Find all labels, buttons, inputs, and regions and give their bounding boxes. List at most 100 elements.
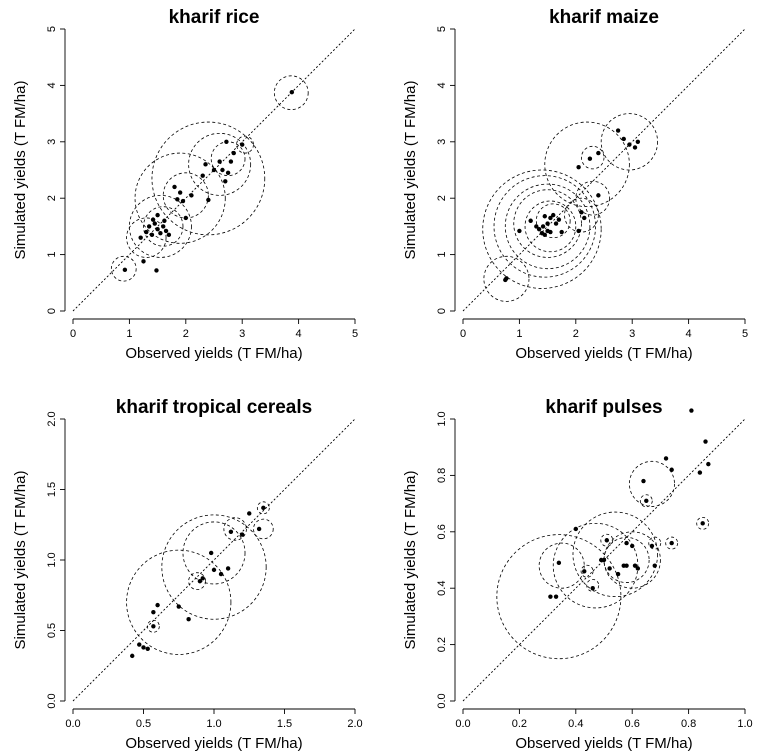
- y-axis-label: Simulated yields (T FM/ha): [12, 471, 29, 650]
- y-tick-label: 1: [436, 252, 448, 258]
- uncertainty-circle: [493, 175, 596, 278]
- x-axis-label: Observed yields (T FM/ha): [515, 735, 692, 752]
- data-point: [542, 214, 547, 219]
- data-point: [155, 227, 160, 232]
- y-tick-label: 2: [46, 195, 58, 201]
- uncertainty-circle: [544, 121, 630, 208]
- uncertainty-circle: [134, 152, 226, 244]
- y-tick-label: 0.8: [436, 468, 448, 483]
- data-point: [630, 543, 635, 549]
- x-tick-label: 0.0: [455, 718, 470, 730]
- y-tick-label: 1.5: [46, 482, 58, 497]
- data-point: [536, 227, 542, 232]
- y-tick-label: 0.0: [436, 693, 448, 708]
- data-point: [151, 624, 156, 629]
- data-point: [573, 526, 578, 532]
- panel-1: kharif rice 0 1 2 3 4 5 0 1 2 3 4 5 Observed yields (…: [12, 7, 358, 362]
- data-point: [130, 653, 135, 659]
- data-point: [669, 467, 674, 472]
- data-point: [604, 538, 610, 543]
- data-point: [225, 170, 231, 176]
- data-point: [517, 228, 522, 234]
- y-tick-label: 1.0: [46, 552, 58, 567]
- identity-line: [72, 28, 356, 312]
- uncertainty-circle: [600, 113, 658, 171]
- uncertainty-circle: [188, 132, 252, 196]
- data-point: [632, 563, 638, 568]
- data-point: [220, 167, 225, 173]
- x-tick-label: 1.0: [737, 718, 752, 730]
- data-point: [256, 526, 262, 532]
- data-point: [223, 179, 228, 184]
- uncertainty-circle: [648, 536, 662, 550]
- uncertainty-circle: [552, 522, 639, 609]
- uncertainty-circle: [538, 542, 585, 589]
- x-tick-label: 1.5: [277, 718, 292, 730]
- x-tick-label: 4: [686, 328, 692, 340]
- uncertainty-circle: [273, 75, 309, 111]
- data-point: [644, 498, 649, 503]
- uncertainty-circle: [210, 141, 246, 177]
- data-point: [200, 576, 205, 581]
- uncertainty-circle: [151, 121, 266, 236]
- uncertainty-circle: [146, 619, 160, 633]
- x-axis-label: Observed yields (T FM/ha): [125, 735, 302, 752]
- data-point: [228, 159, 234, 164]
- data-point: [217, 159, 222, 164]
- data-point: [582, 215, 587, 221]
- data-point: [607, 566, 612, 571]
- data-point: [587, 156, 593, 161]
- data-point: [149, 232, 155, 238]
- data-point: [240, 532, 245, 537]
- data-point: [615, 571, 621, 577]
- data-point: [166, 232, 172, 238]
- data-point: [545, 221, 550, 226]
- panel-2: kharif maize 0 1 2 3 4 5 0 1 2 3 4 5 Observed yields …: [402, 7, 748, 362]
- x-tick-label: 2.0: [347, 718, 362, 730]
- uncertainty-circle: [524, 200, 577, 253]
- uncertainty-circle: [162, 172, 209, 219]
- uncertainty-circle: [581, 145, 605, 170]
- data-point: [208, 550, 214, 556]
- data-point: [641, 478, 646, 484]
- data-point: [553, 594, 559, 599]
- uncertainty-circle: [639, 494, 653, 508]
- data-point: [703, 439, 708, 444]
- uncertainty-circle: [603, 537, 650, 583]
- panel-title: kharif rice: [169, 7, 260, 28]
- uncertainty-circle: [483, 255, 530, 302]
- data-point: [576, 164, 581, 170]
- data-point: [158, 230, 163, 236]
- x-tick-label: 0.6: [625, 718, 640, 730]
- y-axis-label: Simulated yields (T FM/ha): [12, 81, 29, 260]
- y-tick-label: 4: [46, 82, 58, 88]
- y-tick-label: 3: [436, 139, 448, 145]
- data-point: [576, 228, 581, 234]
- y-tick-label: 0.6: [436, 524, 448, 539]
- data-point: [247, 511, 252, 516]
- data-point: [582, 569, 587, 574]
- y-tick-label: 0: [436, 308, 448, 314]
- data-point: [649, 543, 655, 549]
- x-tick-label: 3: [239, 328, 245, 340]
- plot-area: [462, 28, 746, 312]
- data-point: [652, 563, 657, 568]
- x-tick-label: 0.2: [512, 718, 527, 730]
- uncertainty-circle: [628, 460, 675, 507]
- data-point: [548, 594, 553, 599]
- panel-title: kharif tropical cereals: [116, 397, 312, 418]
- data-point: [122, 267, 128, 273]
- data-point: [542, 232, 547, 238]
- x-tick-label: 0.5: [136, 718, 151, 730]
- data-point: [596, 150, 601, 156]
- data-point: [697, 470, 703, 475]
- x-tick-label: 2: [573, 328, 579, 340]
- y-tick-label: 1.0: [436, 411, 448, 426]
- uncertainty-circle: [182, 521, 246, 585]
- uncertainty-circle: [513, 189, 582, 258]
- uncertainty-circle: [564, 197, 599, 233]
- data-point: [596, 193, 601, 198]
- y-tick-label: 4: [436, 82, 448, 88]
- x-tick-label: 0.4: [568, 718, 583, 730]
- data-point: [579, 210, 584, 215]
